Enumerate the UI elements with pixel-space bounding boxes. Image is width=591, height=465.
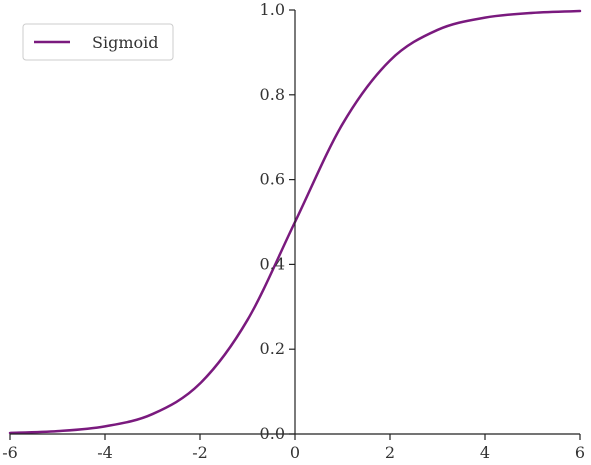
- y-tick-label: 0.0: [260, 424, 285, 443]
- y-ticks: 0.0 0.2 0.4 0.6 0.8 1.0: [260, 0, 295, 443]
- x-ticks: -6 -4 -2 0 2 4 6: [2, 434, 585, 462]
- x-tick-label: 6: [575, 443, 585, 462]
- y-tick-label: 1.0: [260, 0, 285, 19]
- x-tick-label: -4: [97, 443, 113, 462]
- x-tick-label: 4: [480, 443, 490, 462]
- y-tick-label: 0.8: [260, 85, 285, 104]
- legend-box: [22, 23, 174, 61]
- x-tick-label: -6: [2, 443, 18, 462]
- y-tick-label: 0.2: [260, 339, 285, 358]
- y-tick-label: 0.6: [260, 170, 285, 189]
- x-tick-label: -2: [192, 443, 208, 462]
- x-tick-label: 0: [290, 443, 300, 462]
- x-tick-label: 2: [385, 443, 395, 462]
- legend: Sigmoid: [22, 23, 174, 61]
- legend-label: Sigmoid: [92, 33, 158, 52]
- y-tick-label: 0.4: [260, 254, 285, 273]
